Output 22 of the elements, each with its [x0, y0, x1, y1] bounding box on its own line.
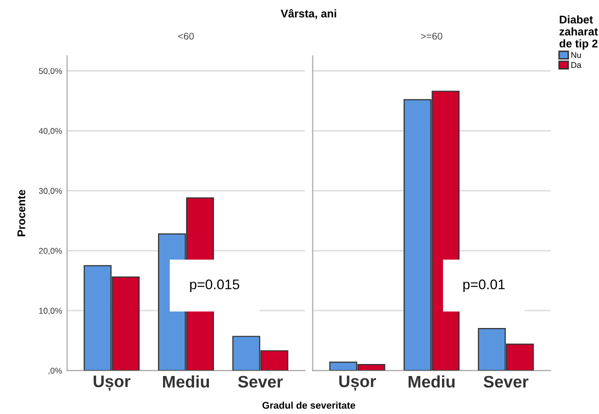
chart-subtitle: <60 [178, 32, 194, 40]
x-tick-label: Sever [484, 376, 528, 388]
y-tick-label: 50,0% [38, 68, 62, 75]
chart-title: Vârsta, ani [280, 9, 336, 20]
legend-title: Diabet zaharat de tip 2 [560, 15, 598, 50]
chart-subtitle: >=60 [420, 32, 442, 40]
y-tick-label: 40,0% [38, 128, 62, 135]
x-tick-label: Mediu [408, 375, 455, 388]
legend-label: Nu [571, 52, 581, 58]
x-tick-label: Mediu [163, 375, 209, 388]
annotation: p=0.01 [463, 279, 505, 292]
x-tick-label: Sever [238, 376, 283, 388]
x-tick-label: Ușor [94, 376, 130, 391]
x-axis-title: Gradul de severitate [262, 402, 356, 409]
y-tick-label: 20,0% [39, 248, 62, 255]
annotation: p=0.015 [190, 279, 240, 292]
y-axis-title: Procente [18, 190, 26, 236]
legend-label: Da [571, 62, 582, 68]
y-tick-label: 30,0% [38, 188, 62, 195]
y-tick-label: ,0% [48, 368, 62, 375]
x-tick-label: Ușor [339, 376, 376, 391]
y-tick-label: 10,0% [39, 308, 62, 315]
